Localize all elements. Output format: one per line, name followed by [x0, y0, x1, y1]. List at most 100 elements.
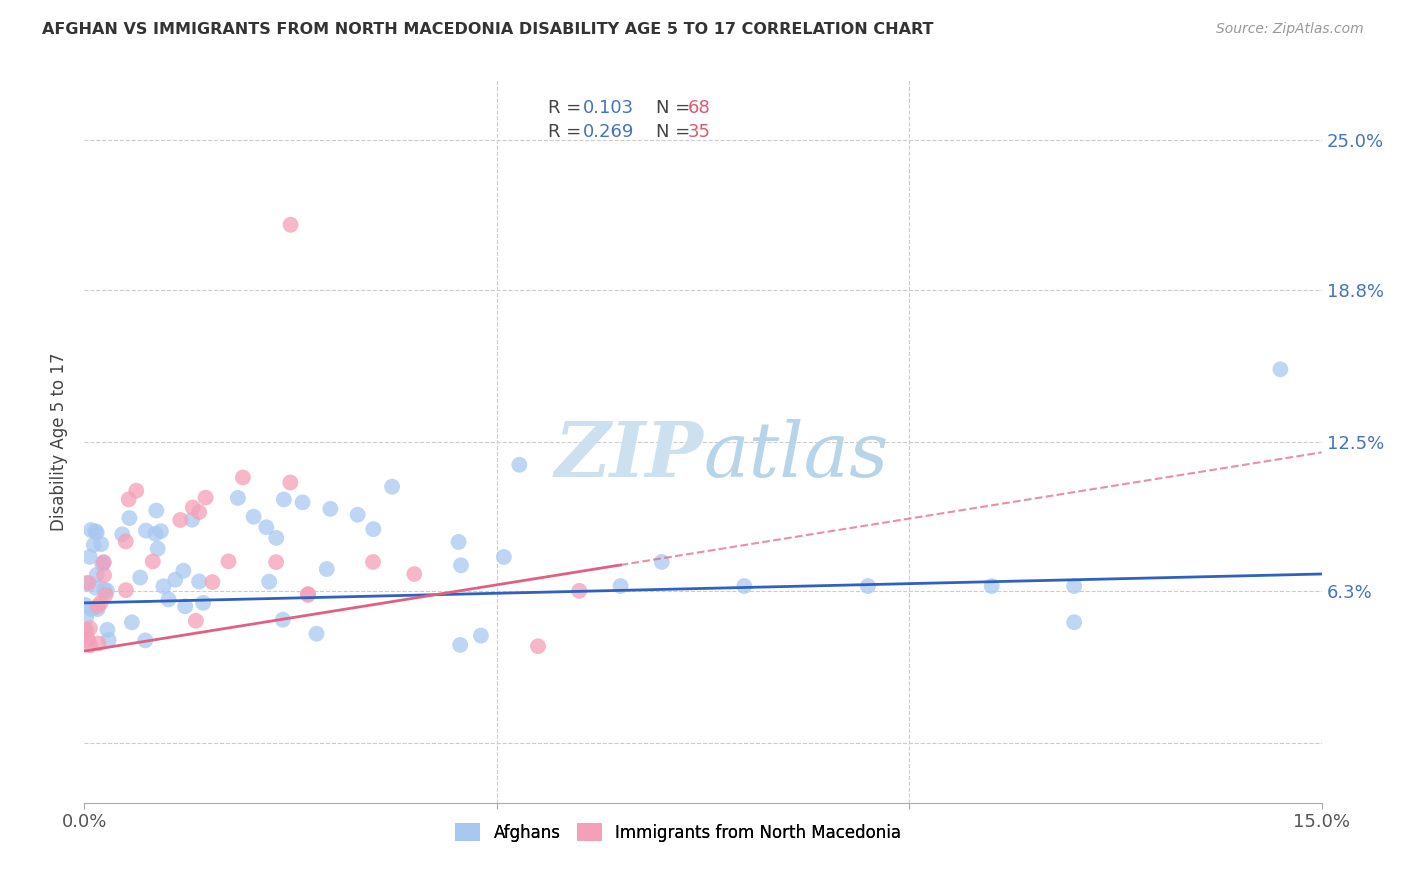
Point: [181, 513, 204, 527]
Point: [1063, 615, 1085, 630]
Point: [201, 575, 224, 590]
Point: [75, 611, 97, 625]
Point: [93, 582, 115, 597]
Point: [86, 525, 108, 540]
Point: [77, 576, 100, 591]
Point: [217, 554, 239, 568]
Point: [118, 492, 141, 507]
Text: 0.269: 0.269: [583, 123, 634, 141]
Point: [93, 556, 115, 570]
Point: [363, 522, 385, 536]
Point: [856, 579, 879, 593]
Text: 35: 35: [688, 123, 711, 141]
Point: [90, 596, 112, 610]
Point: [76, 633, 98, 648]
Point: [86, 602, 108, 616]
Point: [280, 475, 302, 490]
Point: [449, 638, 471, 652]
Point: [83, 538, 105, 552]
Point: [125, 483, 148, 498]
Point: [492, 549, 515, 564]
Point: [157, 592, 180, 607]
Point: [297, 587, 319, 601]
Text: AFGHAN VS IMMIGRANTS FROM NORTH MACEDONIA DISABILITY AGE 5 TO 17 CORRELATION CHA: AFGHAN VS IMMIGRANTS FROM NORTH MACEDONI…: [42, 22, 934, 37]
Point: [91, 557, 114, 571]
Point: [291, 495, 314, 509]
Text: atlas: atlas: [703, 419, 889, 493]
Legend: Afghans, Immigrants from North Macedonia: Afghans, Immigrants from North Macedonia: [449, 817, 908, 848]
Point: [86, 567, 108, 582]
Point: [79, 621, 101, 635]
Point: [226, 491, 249, 505]
Point: [181, 500, 204, 515]
Point: [93, 568, 115, 582]
Point: [80, 523, 103, 537]
Point: [134, 633, 156, 648]
Point: [264, 555, 287, 569]
Point: [75, 624, 97, 638]
Text: ZIP: ZIP: [554, 419, 703, 493]
Point: [361, 555, 384, 569]
Point: [273, 492, 295, 507]
Point: [79, 549, 101, 564]
Point: [254, 520, 277, 534]
Point: [381, 480, 404, 494]
Point: [73, 598, 96, 612]
Text: 68: 68: [688, 99, 711, 117]
Point: [94, 588, 117, 602]
Text: Source: ZipAtlas.com: Source: ZipAtlas.com: [1216, 22, 1364, 37]
Point: [450, 558, 472, 573]
Point: [257, 574, 280, 589]
Point: [96, 583, 118, 598]
Point: [96, 623, 118, 637]
Point: [232, 470, 254, 484]
Point: [76, 632, 98, 646]
Point: [115, 583, 138, 598]
Point: [305, 626, 328, 640]
Point: [90, 537, 112, 551]
Point: [527, 639, 550, 653]
Point: [79, 638, 101, 652]
Point: [508, 458, 530, 472]
Point: [118, 511, 141, 525]
Point: [121, 615, 143, 630]
Point: [242, 509, 264, 524]
Text: R =: R =: [548, 123, 588, 141]
Point: [1270, 362, 1292, 376]
Point: [97, 632, 120, 647]
Point: [145, 503, 167, 517]
Point: [264, 531, 287, 545]
Point: [135, 524, 157, 538]
Point: [86, 599, 108, 614]
Point: [75, 623, 97, 637]
Point: [568, 583, 591, 598]
Point: [75, 576, 97, 591]
Point: [80, 602, 103, 616]
Point: [142, 554, 165, 568]
Text: N =: N =: [657, 99, 696, 117]
Point: [84, 581, 107, 595]
Point: [271, 613, 294, 627]
Point: [651, 555, 673, 569]
Point: [297, 588, 319, 602]
Text: R =: R =: [548, 99, 588, 117]
Point: [149, 524, 172, 538]
Point: [165, 573, 187, 587]
Point: [319, 501, 342, 516]
Point: [404, 567, 426, 582]
Text: 0.103: 0.103: [583, 99, 634, 117]
Point: [152, 579, 174, 593]
Point: [188, 574, 211, 589]
Point: [111, 527, 134, 541]
Y-axis label: Disability Age 5 to 17: Disability Age 5 to 17: [51, 352, 69, 531]
Point: [315, 562, 337, 576]
Point: [114, 534, 136, 549]
Point: [169, 513, 191, 527]
Point: [194, 491, 217, 505]
Point: [184, 614, 207, 628]
Point: [87, 636, 110, 650]
Point: [609, 579, 631, 593]
Point: [346, 508, 368, 522]
Point: [145, 526, 167, 541]
Point: [172, 564, 194, 578]
